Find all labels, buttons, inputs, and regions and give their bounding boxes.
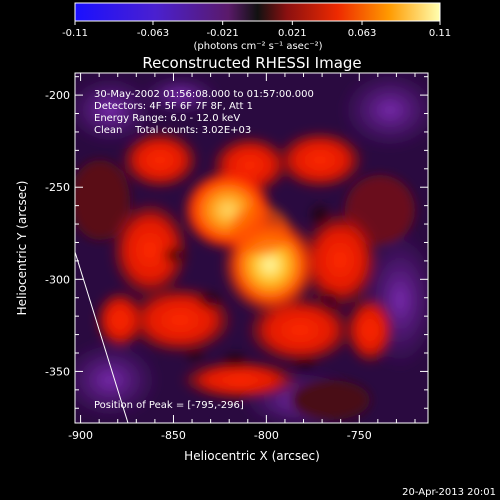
solar-limb-line <box>74 251 129 424</box>
colorbar-tick-label: -0.021 <box>207 28 239 39</box>
y-axis-tick-labels: -200 -250 -300 -350 <box>45 89 70 378</box>
y-tick-label: -350 <box>45 365 70 378</box>
x-axis-tick-labels: -900 -850 -800 -750 <box>68 429 372 442</box>
x-axis-label: Heliocentric X (arcsec) <box>184 449 320 463</box>
y-axis-label: Heliocentric Y (arcsec) <box>15 181 29 316</box>
peak-position-label: Position of Peak = [-795,-296] <box>94 400 244 411</box>
colorbar-tick-label: 0.11 <box>429 28 451 39</box>
colorbar-tick-label: -0.11 <box>62 28 88 39</box>
x-tick-label: -800 <box>254 429 279 442</box>
x-tick-label: -900 <box>68 429 93 442</box>
plot-title: Reconstructed RHESSI Image <box>142 54 361 72</box>
info-line-time: 30-May-2002 01:56:08.000 to 01:57:00.000 <box>94 89 314 100</box>
y-axis-ticks <box>75 76 428 409</box>
colorbar-units: (photons cm⁻² s⁻¹ asec⁻²) <box>193 41 322 52</box>
x-axis-ticks <box>80 73 416 423</box>
colorbar: -0.11 -0.063 -0.021 0.021 0.063 0.11 (photons… <box>62 2 451 52</box>
info-line-clean: Clean Total counts: 3.02E+03 <box>94 125 251 136</box>
colorbar-tick-label: -0.063 <box>137 28 169 39</box>
rhessi-image <box>75 73 428 423</box>
info-line-detectors: Detectors: 4F 5F 6F 7F 8F, Att 1 <box>94 101 253 112</box>
colorbar-gradient <box>74 2 441 22</box>
info-line-energy: Energy Range: 6.0 - 12.0 keV <box>94 113 240 124</box>
y-tick-label: -250 <box>45 181 70 194</box>
colorbar-ticks <box>74 21 441 25</box>
plot-frame <box>74 72 429 424</box>
x-tick-label: -850 <box>161 429 186 442</box>
colorbar-tick-label: 0.063 <box>348 28 377 39</box>
colorbar-tick-label: 0.021 <box>278 28 307 39</box>
colorbar-tick-labels: -0.11 -0.063 -0.021 0.021 0.063 0.11 <box>62 28 451 39</box>
x-tick-label: -750 <box>347 429 372 442</box>
info-block: 30-May-2002 01:56:08.000 to 01:57:00.000… <box>94 89 314 136</box>
y-tick-label: -200 <box>45 89 70 102</box>
footer-timestamp: 20-Apr-2013 20:01 <box>402 487 496 498</box>
y-tick-label: -300 <box>45 273 70 286</box>
